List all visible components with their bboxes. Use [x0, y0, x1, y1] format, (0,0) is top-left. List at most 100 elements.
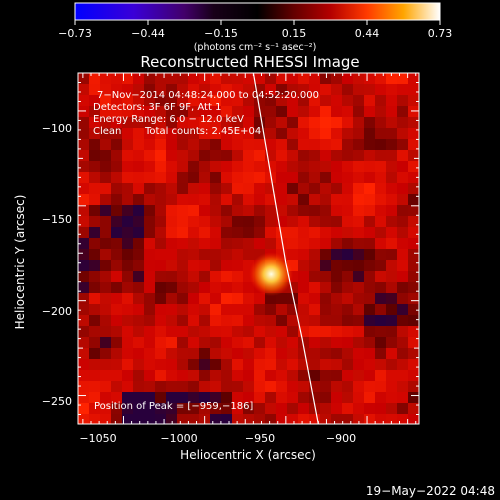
- image-pixel: [408, 414, 419, 424]
- image-pixel: [386, 95, 398, 107]
- image-pixel: [210, 84, 222, 96]
- image-pixel: [100, 84, 112, 96]
- image-pixel: [144, 359, 156, 371]
- image-pixel: [78, 414, 90, 424]
- image-pixel: [276, 227, 288, 239]
- image-pixel: [254, 172, 266, 184]
- image-pixel: [298, 172, 310, 184]
- image-pixel: [199, 392, 211, 404]
- image-pixel: [397, 293, 409, 305]
- image-pixel: [199, 172, 211, 184]
- image-pixel: [364, 315, 376, 327]
- image-pixel: [243, 260, 255, 272]
- image-pixel: [408, 128, 419, 140]
- image-pixel: [243, 348, 255, 360]
- image-pixel: [144, 172, 156, 184]
- image-pixel: [166, 249, 178, 261]
- image-pixel: [232, 326, 244, 338]
- image-pixel: [221, 403, 233, 415]
- image-pixel: [276, 337, 288, 349]
- image-pixel: [100, 183, 112, 195]
- image-pixel: [221, 216, 233, 228]
- image-pixel: [254, 194, 266, 206]
- image-pixel: [243, 304, 255, 316]
- image-pixel: [331, 293, 343, 305]
- image-pixel: [210, 95, 222, 107]
- image-pixel: [89, 359, 101, 371]
- image-pixel: [408, 403, 419, 415]
- image-pixel: [177, 227, 189, 239]
- image-pixel: [133, 359, 145, 371]
- image-pixel: [89, 161, 101, 173]
- image-pixel: [100, 282, 112, 294]
- image-pixel: [199, 326, 211, 338]
- image-pixel: [100, 260, 112, 272]
- image-pixel: [100, 348, 112, 360]
- image-pixel: [166, 172, 178, 184]
- image-pixel: [111, 106, 123, 118]
- image-pixel: [89, 183, 101, 195]
- image-pixel: [122, 337, 134, 349]
- image-pixel: [210, 249, 222, 261]
- image-pixel: [177, 205, 189, 217]
- image-pixel: [243, 414, 255, 424]
- image-pixel: [298, 106, 310, 118]
- image-pixel: [276, 139, 288, 151]
- image-pixel: [386, 205, 398, 217]
- image-pixel: [177, 315, 189, 327]
- image-pixel: [177, 304, 189, 316]
- y-tick-label: −250: [42, 395, 72, 408]
- image-pixel: [89, 150, 101, 162]
- image-pixel: [375, 414, 387, 424]
- image-pixel: [232, 337, 244, 349]
- image-pixel: [397, 205, 409, 217]
- image-pixel: [89, 73, 101, 85]
- image-pixel: [199, 95, 211, 107]
- image-pixel: [133, 106, 145, 118]
- image-pixel: [287, 172, 299, 184]
- image-pixel: [287, 392, 299, 404]
- image-pixel: [353, 326, 365, 338]
- image-pixel: [166, 381, 178, 393]
- image-pixel: [188, 249, 200, 261]
- image-pixel: [221, 150, 233, 162]
- image-pixel: [397, 337, 409, 349]
- image-pixel: [298, 348, 310, 360]
- image-pixel: [188, 84, 200, 96]
- image-pixel: [243, 172, 255, 184]
- image-pixel: [78, 337, 90, 349]
- image-pixel: [232, 216, 244, 228]
- image-pixel: [309, 315, 321, 327]
- image-pixel: [298, 84, 310, 96]
- image-pixel: [408, 238, 419, 250]
- image-pixel: [122, 84, 134, 96]
- image-pixel: [309, 172, 321, 184]
- image-pixel: [375, 84, 387, 96]
- image-pixel: [155, 282, 167, 294]
- image-pixel: [188, 326, 200, 338]
- image-pixel: [221, 172, 233, 184]
- image-pixel: [166, 370, 178, 382]
- image-pixel: [287, 282, 299, 294]
- image-pixel: [111, 84, 123, 96]
- image-pixel: [199, 139, 211, 151]
- image-pixel: [287, 205, 299, 217]
- image-pixel: [408, 84, 419, 96]
- image-pixel: [375, 139, 387, 151]
- image-pixel: [408, 161, 419, 173]
- image-pixel: [144, 216, 156, 228]
- image-pixel: [353, 73, 365, 85]
- image-pixel: [199, 183, 211, 195]
- image-pixel: [408, 227, 419, 239]
- image-pixel: [122, 117, 134, 129]
- image-pixel: [309, 282, 321, 294]
- image-pixel: [188, 271, 200, 283]
- image-pixel: [265, 216, 277, 228]
- image-pixel: [254, 227, 266, 239]
- image-pixel: [364, 128, 376, 140]
- image-pixel: [254, 238, 266, 250]
- image-pixel: [386, 348, 398, 360]
- x-tick-label: −1000: [160, 432, 197, 445]
- image-pixel: [122, 260, 134, 272]
- image-pixel: [309, 359, 321, 371]
